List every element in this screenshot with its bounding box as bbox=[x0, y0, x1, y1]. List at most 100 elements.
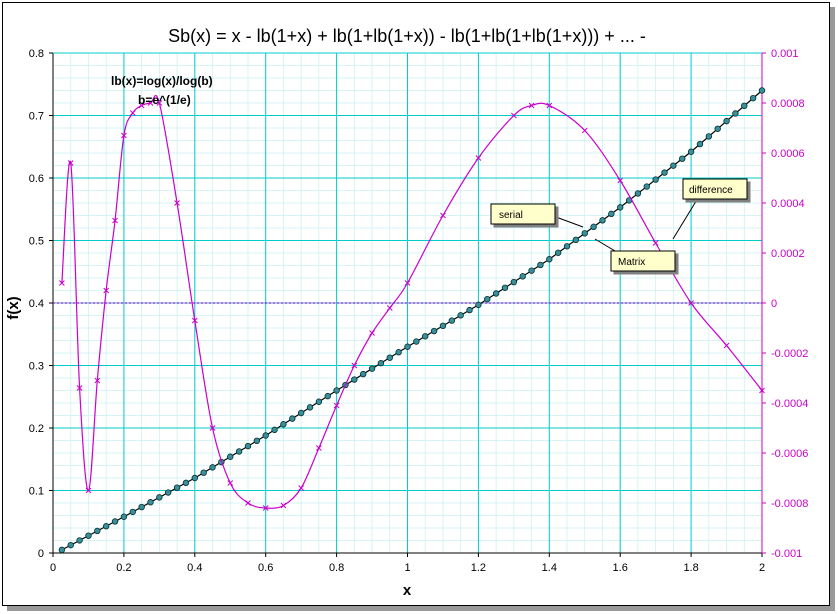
y-tick-label: 0.2 bbox=[29, 423, 44, 435]
difference-marker-stroke bbox=[688, 300, 694, 306]
series-function-point bbox=[590, 223, 597, 231]
series-difference-point bbox=[94, 377, 101, 384]
series-function-point bbox=[492, 290, 500, 297]
difference-marker-stroke bbox=[94, 377, 101, 384]
y2-tick-label: -0.0006 bbox=[771, 448, 808, 460]
y2-tick-label: 0 bbox=[771, 298, 777, 310]
series-function-point bbox=[484, 295, 491, 303]
series-function-point bbox=[111, 518, 119, 525]
series-function-point bbox=[430, 327, 438, 335]
series-function-point bbox=[705, 133, 713, 140]
series-difference-point bbox=[227, 480, 234, 486]
series-difference-point bbox=[85, 487, 92, 494]
y2-tick-label: -0.0008 bbox=[771, 498, 808, 510]
series-difference-point bbox=[723, 342, 730, 349]
series-function-point bbox=[519, 273, 526, 280]
series-function-point bbox=[156, 494, 163, 501]
y-tick-label: 0.8 bbox=[29, 48, 44, 60]
series-difference-point bbox=[129, 110, 136, 116]
series-function-point bbox=[661, 169, 668, 176]
series-difference-point bbox=[147, 100, 154, 106]
difference-marker-stroke bbox=[652, 240, 659, 246]
series-difference-point bbox=[404, 280, 411, 286]
difference-marker-stroke bbox=[440, 212, 446, 219]
y2-tick-label: -0.0004 bbox=[771, 398, 808, 410]
series-difference-point bbox=[76, 385, 83, 391]
series-difference-point bbox=[510, 112, 517, 119]
series-difference-point bbox=[262, 505, 269, 511]
series-function-point bbox=[324, 392, 331, 400]
difference-marker-stroke bbox=[121, 132, 127, 139]
series-difference-point bbox=[440, 212, 446, 219]
series-difference-point bbox=[67, 160, 74, 166]
series-function-point bbox=[643, 183, 650, 190]
series-function-point bbox=[581, 230, 588, 237]
series-function-point bbox=[182, 479, 190, 487]
series-function-point bbox=[741, 102, 748, 110]
y-axis-label: f(x) bbox=[5, 296, 22, 319]
y-tick-label: 0.5 bbox=[29, 236, 44, 248]
series-difference-point bbox=[386, 305, 393, 311]
series-function-point bbox=[652, 176, 659, 183]
difference-marker-stroke bbox=[404, 280, 411, 286]
callout-difference-text: difference bbox=[689, 185, 733, 196]
grid bbox=[53, 53, 762, 553]
series-function-point bbox=[457, 312, 464, 319]
difference-marker-stroke bbox=[546, 102, 553, 109]
difference-marker-stroke bbox=[67, 160, 74, 166]
series-function-point bbox=[244, 442, 252, 450]
x-tick-label: 1 bbox=[404, 562, 410, 574]
series-function-point bbox=[147, 499, 154, 506]
y2-tick-label: -0.0002 bbox=[771, 348, 808, 360]
series-function-point bbox=[448, 317, 456, 324]
y2-tick-label: 0.0008 bbox=[771, 98, 805, 110]
series-function-point bbox=[386, 354, 393, 361]
series-difference-point bbox=[174, 200, 180, 206]
difference-marker-stroke bbox=[59, 280, 65, 286]
series-function-point bbox=[696, 140, 704, 148]
series-function-point bbox=[271, 426, 278, 434]
series-function-point bbox=[732, 110, 739, 117]
series-function-point bbox=[94, 527, 101, 535]
series-function-point bbox=[546, 256, 553, 263]
series-difference-point bbox=[333, 402, 340, 409]
chart-title: Sb(x) = x - lb(1+x) + lb(1+lb(1+x)) - lb… bbox=[168, 26, 646, 46]
difference-marker-stroke bbox=[280, 502, 287, 509]
difference-marker-stroke bbox=[369, 330, 375, 336]
difference-marker-stroke bbox=[510, 112, 517, 119]
callout-difference: difference bbox=[672, 178, 748, 240]
series-difference-point bbox=[351, 362, 358, 369]
series-function-point bbox=[466, 306, 473, 314]
series-function-point bbox=[422, 333, 429, 340]
series-function-point bbox=[679, 155, 686, 162]
series-function-point bbox=[173, 484, 181, 491]
series-difference-point bbox=[528, 102, 535, 109]
series-function-point bbox=[439, 322, 447, 330]
difference-marker-stroke bbox=[76, 385, 83, 391]
x-tick-label: 0 bbox=[50, 562, 56, 574]
series-function-point bbox=[58, 546, 66, 554]
series-difference-point bbox=[191, 317, 198, 324]
series-function-point bbox=[138, 503, 145, 511]
series-function-point bbox=[714, 125, 721, 132]
difference-marker-stroke bbox=[156, 100, 163, 106]
series-function-point bbox=[102, 523, 110, 530]
x-tick-label: 1.4 bbox=[542, 562, 557, 574]
series-function-point bbox=[404, 343, 411, 350]
difference-marker-stroke bbox=[129, 110, 136, 116]
series-function-point bbox=[723, 117, 730, 125]
difference-marker-stroke bbox=[209, 425, 216, 431]
y-tick-label: 0.6 bbox=[29, 173, 44, 185]
series-function-point bbox=[599, 217, 606, 224]
series-function-point bbox=[537, 261, 544, 269]
series-function-point bbox=[749, 94, 757, 102]
difference-marker-stroke bbox=[245, 500, 251, 506]
difference-marker-stroke bbox=[316, 445, 322, 451]
series-function-point bbox=[563, 243, 571, 250]
y-tick-label: 0.7 bbox=[29, 111, 44, 123]
series-function-point bbox=[67, 541, 74, 549]
x-tick-label: 0.8 bbox=[329, 562, 344, 574]
series-difference-line bbox=[61, 94, 763, 509]
difference-marker-stroke bbox=[333, 402, 340, 409]
series-difference-point bbox=[245, 500, 251, 506]
